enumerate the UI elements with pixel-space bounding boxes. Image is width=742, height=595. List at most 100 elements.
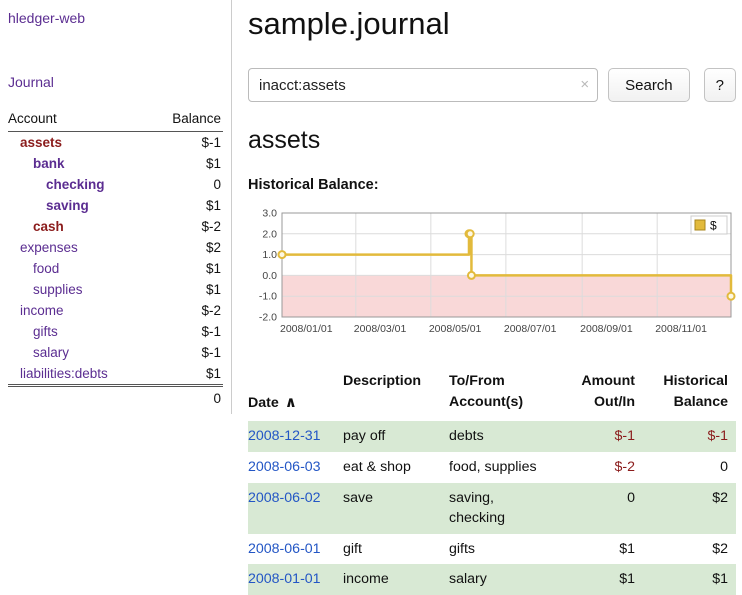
sort-ascending-icon[interactable]: ∧ xyxy=(284,393,297,411)
register-description: gift xyxy=(343,540,362,557)
register-balance: $2 xyxy=(643,482,736,534)
account-link[interactable]: supplies xyxy=(33,282,83,297)
svg-text:2008/03/01: 2008/03/01 xyxy=(354,323,407,335)
register-date-link[interactable]: 2008-06-03 xyxy=(248,458,321,475)
svg-text:2008/05/01: 2008/05/01 xyxy=(429,323,482,335)
accounts-header-balance: Balance xyxy=(151,108,223,132)
register-row[interactable]: 2008-01-01 income salary $1 $1 xyxy=(248,564,736,595)
account-row: supplies $1 xyxy=(8,279,223,300)
account-link[interactable]: gifts xyxy=(33,324,58,339)
account-balance: 0 xyxy=(213,177,221,192)
register-amount: $-2 xyxy=(614,458,635,475)
svg-text:1.0: 1.0 xyxy=(262,249,277,261)
register-accounts: food, supplies xyxy=(449,458,537,475)
account-link[interactable]: liabilities:debts xyxy=(20,366,108,381)
account-row: gifts $-1 xyxy=(8,321,223,342)
legend-swatch-icon xyxy=(694,219,706,231)
account-balance: $-1 xyxy=(201,324,221,339)
svg-text:2008/01/01: 2008/01/01 xyxy=(280,323,333,335)
account-row: saving $1 xyxy=(8,195,223,216)
account-row: income $-2 xyxy=(8,300,223,321)
register-date-link[interactable]: 2008-06-01 xyxy=(248,540,321,557)
account-link[interactable]: checking xyxy=(46,177,105,192)
svg-text:2008/09/01: 2008/09/01 xyxy=(580,323,633,335)
accounts-header-account: Account xyxy=(8,108,152,132)
register-accounts: gifts xyxy=(449,540,476,557)
svg-text:-2.0: -2.0 xyxy=(259,312,277,324)
app-title-link[interactable]: hledger-web xyxy=(8,10,86,26)
help-button[interactable]: ? xyxy=(703,68,736,102)
register-date-link[interactable]: 2008-06-02 xyxy=(248,489,321,506)
search-button[interactable]: Search xyxy=(608,68,690,102)
register-balance: $1 xyxy=(643,564,736,595)
account-row: expenses $2 xyxy=(8,237,223,258)
clear-search-icon[interactable]: × xyxy=(580,76,590,93)
register-description: eat & shop xyxy=(343,458,411,475)
account-link[interactable]: cash xyxy=(33,219,64,234)
account-balance: $1 xyxy=(205,156,221,171)
account-link[interactable]: bank xyxy=(33,156,65,171)
data-point-marker xyxy=(726,291,736,301)
sidebar: hledger-web Journal Account Balance asse… xyxy=(0,0,232,414)
register-row[interactable]: 2008-12-31 pay off debts $-1 $-1 xyxy=(248,421,736,452)
register-accounts: saving, checking xyxy=(449,482,579,534)
account-link[interactable]: salary xyxy=(33,345,70,360)
register-header-row: Date ∧ Description To/From Account(s) Amo… xyxy=(248,369,736,421)
svg-text:3.0: 3.0 xyxy=(262,208,277,220)
accounts-table: Account Balance assets $-1 bank $1 check… xyxy=(8,108,223,410)
search-input[interactable] xyxy=(248,68,599,102)
account-balance: $2 xyxy=(205,240,221,255)
register-amount: $1 xyxy=(579,564,643,595)
register-header-description: Description xyxy=(343,373,422,389)
register-table: Date ∧ Description To/From Account(s) Amo… xyxy=(248,369,736,595)
account-row: bank $1 xyxy=(8,153,223,174)
main-content: sample.journal × Search ? assets Histori… xyxy=(232,0,742,595)
search-bar: × Search ? xyxy=(248,68,736,102)
accounts-total-row: 0 xyxy=(8,384,223,410)
account-link[interactable]: expenses xyxy=(20,240,78,255)
accounts-total-value: 0 xyxy=(151,384,223,410)
register-row[interactable]: 2008-06-01 gift gifts $1 $2 xyxy=(248,534,736,565)
register-description: pay off xyxy=(343,421,449,452)
account-link[interactable]: assets xyxy=(20,135,63,150)
svg-text:2008/11/01: 2008/11/01 xyxy=(655,323,707,335)
account-row: assets $-1 xyxy=(8,132,223,154)
register-amount: $-1 xyxy=(579,421,643,452)
account-row: checking 0 xyxy=(8,174,223,195)
register-balance: 0 xyxy=(720,458,728,475)
register-header-date[interactable]: Date ∧ xyxy=(248,369,343,421)
register-date-link[interactable]: 2008-01-01 xyxy=(248,571,321,588)
account-row: food $1 xyxy=(8,258,223,279)
account-link[interactable]: food xyxy=(33,261,60,276)
account-link[interactable]: income xyxy=(20,303,64,318)
page-title: sample.journal xyxy=(248,6,450,41)
account-row: cash $-2 xyxy=(8,216,223,237)
accounts-total-spacer xyxy=(8,384,152,410)
register-accounts: salary xyxy=(449,564,579,595)
register-description: save xyxy=(343,482,449,534)
journal-link[interactable]: Journal xyxy=(8,74,54,90)
data-point-marker xyxy=(277,250,287,260)
accounts-header-row: Account Balance xyxy=(8,108,223,132)
register-header-balance: Historical Balance xyxy=(663,373,728,410)
account-row: liabilities:debts $1 xyxy=(8,363,223,386)
svg-text:2008/07/01: 2008/07/01 xyxy=(504,323,557,335)
svg-text:2.0: 2.0 xyxy=(262,228,277,240)
svg-text:0.0: 0.0 xyxy=(262,270,277,282)
account-row: salary $-1 xyxy=(8,342,223,363)
account-balance: $1 xyxy=(205,261,221,276)
account-link[interactable]: saving xyxy=(46,198,89,213)
register-row[interactable]: 2008-06-03 eat & shop food, supplies $-2… xyxy=(248,452,736,483)
account-balance: $-2 xyxy=(201,219,221,234)
account-balance: $-2 xyxy=(201,303,221,318)
register-header-tofrom: To/From Account(s) xyxy=(449,373,524,410)
register-row[interactable]: 2008-06-02 save saving, checking 0 $2 xyxy=(248,482,736,534)
account-balance: $1 xyxy=(205,282,221,297)
register-accounts: debts xyxy=(449,421,579,452)
account-heading: assets xyxy=(248,126,321,154)
register-date-link[interactable]: 2008-12-31 xyxy=(248,428,321,445)
register-amount: $1 xyxy=(619,540,635,557)
data-point-marker xyxy=(466,270,476,280)
register-description: income xyxy=(343,564,449,595)
